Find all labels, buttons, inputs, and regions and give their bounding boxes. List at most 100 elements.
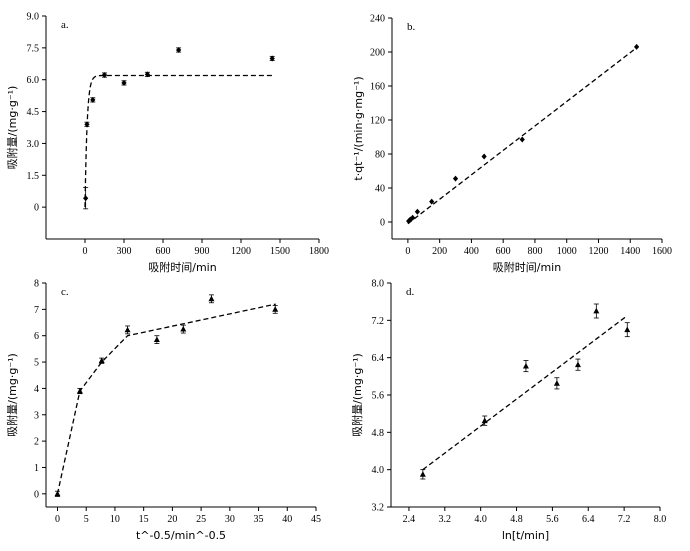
y-tick-label: 80	[375, 150, 385, 161]
data-point	[452, 175, 459, 182]
data-point	[121, 79, 127, 86]
data-point	[98, 357, 105, 364]
x-tick-label: 0	[405, 246, 410, 257]
data-point	[84, 121, 90, 128]
x-tick-label: 900	[195, 246, 210, 257]
y-tick-label: 1	[34, 463, 39, 474]
x-tick-label: 800	[527, 246, 542, 257]
y-tick-label: 7.2	[372, 316, 385, 327]
x-tick-label: 400	[464, 246, 479, 257]
x-tick-label: 1800	[309, 246, 329, 257]
y-tick-label: 7	[34, 305, 39, 316]
data-point	[414, 208, 421, 215]
x-tick-label: 1400	[620, 246, 640, 257]
data-point	[176, 46, 182, 53]
y-tick-label: 120	[370, 116, 385, 127]
data-point	[624, 326, 631, 333]
panel-label: a.	[61, 19, 69, 31]
panel-b: 0 200 400 600 800 1000 1200 1400 1600 0 40 80 120 160…	[352, 14, 672, 275]
panel-label: d.	[406, 286, 415, 298]
y-tick-label: 200	[370, 48, 385, 59]
fit-line	[56, 303, 276, 494]
x-tick-label: 0	[83, 246, 88, 257]
x-tick-label: 600	[496, 246, 511, 257]
y-axis-title: 吸附量/(mg·g⁻¹)	[5, 353, 19, 437]
y-tick-label: 240	[370, 14, 385, 25]
data-point	[574, 361, 581, 368]
y-tick-label: 4.5	[27, 107, 40, 118]
panel-a: 0 300 600 900 1200 1500 1800 0 1.5 3.0 4.5 6.0 7.5 9.…	[5, 12, 329, 275]
data-point	[553, 380, 560, 386]
x-tick-label: 4.8	[510, 514, 523, 525]
y-tick-label: 4.8	[372, 428, 385, 439]
panel-label: c.	[61, 286, 69, 298]
y-axis-title: t·qt⁻¹/(min·g·mg⁻¹)	[352, 76, 365, 180]
data-point	[272, 306, 279, 312]
panel-c: 0 5 10 15 20 25 30 35 40 45012345678c.t^-0.5/min^…	[5, 279, 321, 543]
x-tick-label: 35	[254, 514, 264, 525]
y-tick-label: 1.5	[27, 171, 40, 182]
y-tick-label: 3.0	[27, 139, 40, 150]
fit-line	[84, 74, 273, 208]
y-tick-label: 9.0	[27, 12, 40, 23]
x-tick-label: 5	[84, 514, 89, 525]
x-axis-title: ln[t/min]	[502, 529, 549, 542]
x-tick-label: 300	[117, 246, 132, 257]
x-tick-label: 6.4	[582, 514, 595, 525]
x-tick-label: 1000	[557, 246, 577, 257]
y-tick-label: 7.5	[27, 43, 40, 54]
fit-line	[407, 47, 637, 225]
y-tick-label: 40	[375, 184, 385, 195]
y-tick-label: 0	[34, 489, 39, 500]
x-tick-label: 600	[156, 246, 171, 257]
y-tick-label: 8.0	[372, 279, 385, 290]
data-point	[153, 336, 160, 343]
y-tick-label: 5	[34, 358, 39, 369]
x-tick-label: 10	[110, 514, 120, 525]
data-point	[90, 96, 96, 103]
y-tick-label: 6.4	[372, 353, 385, 364]
x-tick-label: 15	[139, 514, 149, 525]
data-point	[54, 490, 61, 497]
y-tick-label: 160	[370, 82, 385, 93]
y-tick-label: 3.2	[372, 503, 385, 514]
data-point	[429, 198, 435, 205]
x-tick-label: 0	[55, 514, 60, 525]
panel-label: b.	[407, 21, 416, 33]
x-tick-label: 1600	[652, 246, 672, 257]
y-tick-label: 4.0	[372, 465, 385, 476]
y-axis-title: 吸附量/(mg·g⁻¹)	[5, 86, 19, 170]
data-point	[522, 362, 529, 369]
x-axis-title: 吸附时间/min	[148, 260, 216, 274]
x-tick-label: 1500	[270, 246, 290, 257]
data-point	[124, 326, 131, 333]
x-tick-label: 7.2	[618, 514, 631, 525]
y-tick-label: 3	[34, 410, 39, 421]
y-tick-label: 0	[380, 218, 385, 229]
data-point	[208, 295, 215, 302]
x-tick-label: 25	[196, 514, 206, 525]
x-tick-label: 200	[432, 246, 447, 257]
y-tick-label: 6.0	[27, 75, 40, 86]
x-tick-label: 8.0	[654, 514, 667, 525]
data-point	[180, 325, 187, 332]
x-tick-label: 1200	[588, 246, 608, 257]
y-axis-title: 吸附量/(mg·g⁻¹)	[350, 353, 364, 437]
x-tick-label: 5.6	[546, 514, 559, 525]
x-tick-label: 3.2	[439, 514, 452, 525]
data-point	[76, 387, 83, 394]
y-tick-label: 2	[34, 437, 39, 448]
x-tick-label: 4.0	[474, 514, 487, 525]
y-tick-label: 5.6	[372, 391, 385, 402]
x-axis-title: 吸附时间/min	[493, 260, 561, 274]
data-point	[269, 55, 275, 62]
x-tick-label: 30	[225, 514, 235, 525]
y-tick-label: 4	[34, 384, 39, 395]
x-axis-title: t^-0.5/min^-0.5	[136, 529, 226, 542]
y-tick-label: 6	[34, 331, 39, 342]
panel-d: 2.4 3.2 4.0 4.8 5.6 6.4 7.2 8.0 3.2 4.0 4.8 5.6 6.4 7…	[350, 279, 666, 543]
x-tick-label: 2.4	[403, 514, 416, 525]
x-tick-label: 40	[282, 514, 292, 525]
x-tick-label: 1200	[231, 246, 251, 257]
